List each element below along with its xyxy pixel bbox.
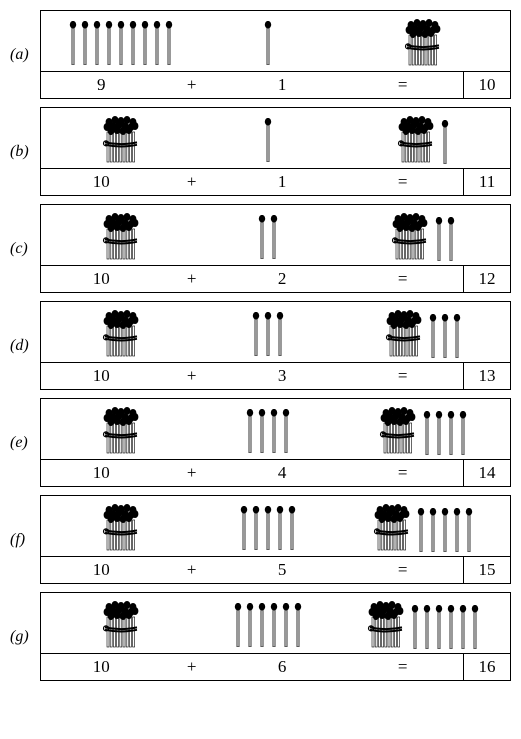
right-group <box>345 601 500 649</box>
problem-box: 10 + 6 = 16 <box>40 592 511 681</box>
visual-row <box>41 302 510 362</box>
problem-box: 10 + 5 = 15 <box>40 495 511 584</box>
problem-label: (f) <box>10 531 40 549</box>
equation-row: 10 + 2 = 12 <box>41 265 510 292</box>
equation-row: 10 + 5 = 15 <box>41 556 510 583</box>
problem-box: 10 + 1 = 11 <box>40 107 511 196</box>
equals-sign: = <box>342 557 463 583</box>
result-box: 12 <box>463 265 511 293</box>
problem-row: (d) <box>10 301 511 390</box>
operator-plus: + <box>162 557 222 583</box>
mid-group <box>190 603 345 647</box>
problem-label: (b) <box>10 143 40 161</box>
equals-sign: = <box>342 363 463 389</box>
right-group <box>345 213 500 261</box>
problem-label: (a) <box>10 46 40 64</box>
left-group <box>51 504 190 552</box>
result-box: 11 <box>463 168 511 196</box>
operand-b: 4 <box>222 460 343 486</box>
operator-plus: + <box>162 363 222 389</box>
problem-box: 9 + 1 = 10 <box>40 10 511 99</box>
visual-row <box>41 496 510 556</box>
left-group <box>51 116 190 164</box>
problem-label: (g) <box>10 628 40 646</box>
problem-label: (d) <box>10 337 40 355</box>
operand-a: 10 <box>41 266 162 292</box>
equation-row: 10 + 3 = 13 <box>41 362 510 389</box>
mid-group <box>190 312 345 356</box>
visual-row <box>41 593 510 653</box>
equals-sign: = <box>342 266 463 292</box>
operand-a: 10 <box>41 654 162 680</box>
right-group <box>345 407 500 455</box>
operator-plus: + <box>162 460 222 486</box>
visual-row <box>41 205 510 265</box>
right-group <box>345 504 500 552</box>
problem-box: 10 + 2 = 12 <box>40 204 511 293</box>
problem-row: (f) <box>10 495 511 584</box>
operator-plus: + <box>162 72 222 98</box>
mid-group <box>190 215 345 259</box>
operand-b: 5 <box>222 557 343 583</box>
problem-label: (c) <box>10 240 40 258</box>
operand-a: 10 <box>41 363 162 389</box>
operand-a: 10 <box>41 460 162 486</box>
left-group <box>51 310 190 358</box>
problem-box: 10 + 4 = 14 <box>40 398 511 487</box>
right-group <box>345 116 500 164</box>
operand-b: 6 <box>222 654 343 680</box>
operand-a: 9 <box>41 72 162 98</box>
left-group <box>51 601 190 649</box>
equals-sign: = <box>342 72 463 98</box>
equals-sign: = <box>342 169 463 195</box>
problem-row: (c) <box>10 204 511 293</box>
result-box: 10 <box>463 71 511 99</box>
equals-sign: = <box>342 460 463 486</box>
operator-plus: + <box>162 266 222 292</box>
operator-plus: + <box>162 654 222 680</box>
problem-row: (e) <box>10 398 511 487</box>
operand-b: 1 <box>222 169 343 195</box>
mid-group <box>190 118 345 162</box>
mid-group <box>190 506 345 550</box>
operand-a: 10 <box>41 557 162 583</box>
problem-row: (b) 10 + 1 <box>10 107 511 196</box>
operand-b: 3 <box>222 363 343 389</box>
visual-row <box>41 108 510 168</box>
operand-a: 10 <box>41 169 162 195</box>
visual-row <box>41 11 510 71</box>
equation-row: 10 + 1 = 11 <box>41 168 510 195</box>
result-box: 15 <box>463 556 511 584</box>
result-box: 13 <box>463 362 511 390</box>
operand-b: 2 <box>222 266 343 292</box>
mid-group <box>190 21 345 65</box>
result-box: 14 <box>463 459 511 487</box>
problem-box: 10 + 3 = 13 <box>40 301 511 390</box>
visual-row <box>41 399 510 459</box>
right-group <box>345 310 500 358</box>
mid-group <box>190 409 345 453</box>
equation-row: 10 + 4 = 14 <box>41 459 510 486</box>
result-box: 16 <box>463 653 511 681</box>
problem-row: (g) <box>10 592 511 681</box>
left-group <box>51 213 190 261</box>
operand-b: 1 <box>222 72 343 98</box>
problem-label: (e) <box>10 434 40 452</box>
problem-row: (a) <box>10 10 511 99</box>
left-group <box>51 407 190 455</box>
equals-sign: = <box>342 654 463 680</box>
equation-row: 9 + 1 = 10 <box>41 71 510 98</box>
left-group <box>51 21 190 65</box>
right-group <box>345 19 500 67</box>
equation-row: 10 + 6 = 16 <box>41 653 510 680</box>
operator-plus: + <box>162 169 222 195</box>
